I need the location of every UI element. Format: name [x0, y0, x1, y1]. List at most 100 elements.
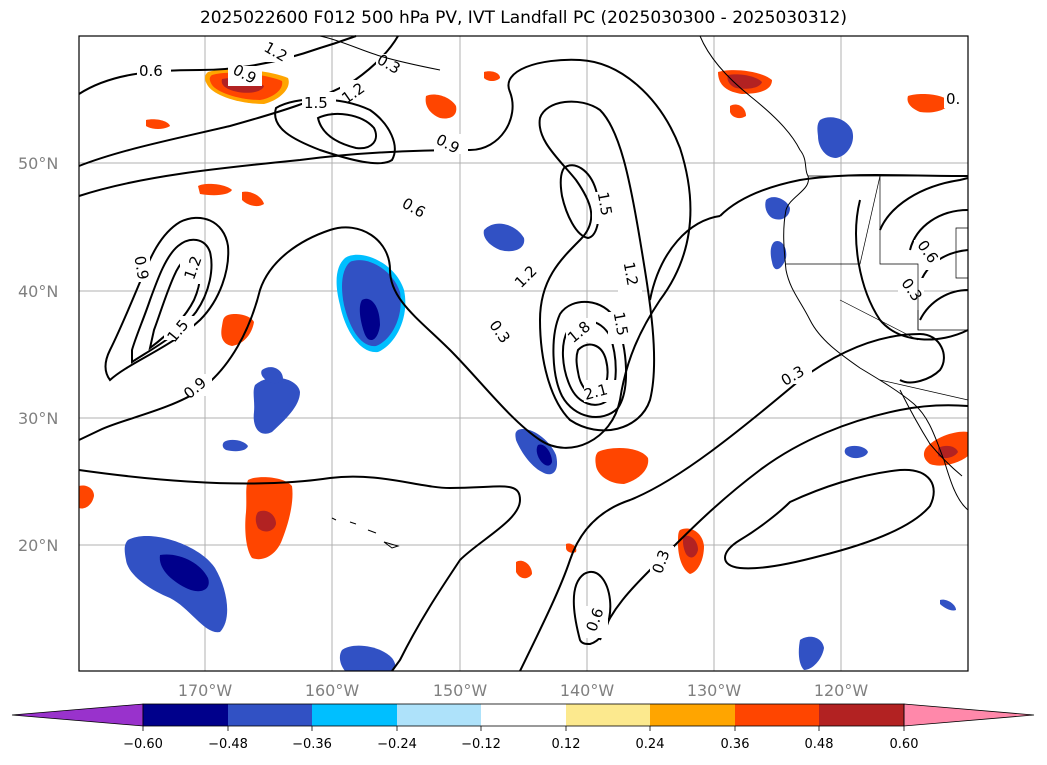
lat-label-50: 50°N: [18, 154, 58, 173]
colorbar-segment: [735, 704, 819, 726]
lon-label-130w: 130°W: [687, 681, 742, 700]
lon-label-160w: 160°W: [305, 681, 360, 700]
contour-label: 0.: [946, 90, 960, 108]
lat-label-40: 40°N: [18, 282, 58, 301]
positive-anomaly-region: [907, 94, 950, 113]
positive-anomaly-region: [242, 191, 264, 207]
negative-anomaly-region: [770, 240, 787, 270]
colorbar-tick-label: 0.48: [805, 737, 834, 752]
negative-anomaly-region: [536, 444, 552, 466]
colorbar-tick-label: 0.24: [636, 737, 665, 752]
positive-anomaly-region: [516, 560, 532, 579]
negative-anomaly-region: [940, 599, 956, 611]
positive-anomaly-region: [221, 314, 254, 346]
colorbar-segment: [228, 704, 312, 726]
contour-line: [855, 199, 969, 341]
colorbar-tick-label: 0.12: [552, 737, 581, 752]
positive-anomaly-region: [198, 183, 232, 196]
positive-anomaly-region: [484, 71, 500, 81]
negative-anomaly-region: [515, 429, 558, 475]
north-america-coastline: [699, 35, 969, 511]
negative-anomaly-region: [844, 445, 868, 459]
lon-label-170w: 170°W: [178, 681, 233, 700]
map-frame: [78, 35, 969, 672]
colorbar-segment: [650, 704, 735, 726]
colorbar-tick-label: −0.60: [123, 737, 163, 752]
contour-line: [78, 469, 522, 672]
contour-line: [572, 571, 612, 646]
contour-line: [559, 164, 600, 240]
contour-line: [599, 404, 969, 641]
contour-line: [519, 332, 945, 672]
state-border: [955, 227, 969, 279]
contour-label: 0.9: [130, 254, 152, 281]
lat-label-20: 20°N: [18, 536, 58, 555]
positive-anomaly-region: [938, 445, 958, 459]
alaska-islands: [319, 35, 441, 71]
colorbar-extend-high: [903, 703, 1035, 727]
pv-contours: [78, 35, 969, 672]
positive-anomaly-region: [727, 74, 762, 89]
colorbar-tick-label: 0.36: [721, 737, 750, 752]
negative-anomaly-region: [483, 223, 525, 252]
lon-label-140w: 140°W: [560, 681, 615, 700]
colorbar-segment: [312, 704, 397, 726]
colorbar-tick-label: −0.24: [377, 737, 417, 752]
latitude-labels: 20°N 30°N 40°N 50°N: [18, 154, 58, 555]
colorbar-segment: [397, 704, 481, 726]
negative-anomaly-region: [817, 117, 854, 158]
negative-anomaly-region: [359, 298, 380, 341]
contour-line: [724, 468, 935, 570]
contour-line: [104, 217, 230, 382]
negative-anomaly-region: [339, 645, 396, 671]
pv-shading: [79, 69, 968, 671]
contour-line: [316, 112, 377, 150]
lon-label-120w: 120°W: [814, 681, 869, 700]
colorbar-segment: [566, 704, 650, 726]
positive-anomaly-region: [146, 119, 170, 129]
negative-anomaly-region: [798, 636, 824, 670]
colorbar-segment: [819, 704, 904, 726]
negative-anomaly-region: [222, 439, 248, 452]
negative-anomaly-region: [253, 377, 300, 434]
colorbar-segment: [481, 704, 566, 726]
colorbar-tick-label: −0.12: [461, 737, 501, 752]
contour-label: 1.2: [620, 260, 642, 287]
colorbar-extend-low: [11, 703, 144, 727]
contour-line: [919, 289, 969, 321]
lat-label-30: 30°N: [18, 409, 58, 428]
contour-label: 0.6: [139, 62, 163, 80]
contour-line: [649, 215, 721, 301]
hawaii-islands: [331, 517, 400, 549]
us-mexico-border: [879, 379, 969, 401]
contour-label: 2.1: [582, 380, 610, 404]
contour-line: [879, 177, 969, 231]
contour-line: [719, 174, 969, 217]
positive-anomaly-region: [730, 104, 746, 119]
contour-label: 1.5: [610, 310, 632, 337]
contour-line: [909, 209, 969, 251]
positive-anomaly-region: [255, 510, 276, 532]
negative-anomaly-region: [261, 367, 283, 384]
colorbar: −0.60 −0.48 −0.36 −0.24 −0.12 0.12 0.24 …: [11, 703, 1035, 752]
positive-anomaly-region: [79, 485, 94, 509]
contour-line: [552, 300, 627, 418]
colorbar-segment: [143, 704, 228, 726]
colorbar-tick-label: −0.36: [292, 737, 332, 752]
state-border: [786, 175, 881, 265]
contour-line: [78, 35, 399, 167]
lon-label-150w: 150°W: [433, 681, 488, 700]
negative-anomaly-region: [124, 536, 228, 633]
negative-anomaly-region: [765, 197, 790, 220]
state-border: [839, 299, 919, 341]
colorbar-tick-label: 0.60: [890, 737, 919, 752]
positive-anomaly-region: [682, 535, 698, 558]
longitude-labels: 170°W 160°W 150°W 140°W 130°W 120°W: [178, 681, 869, 700]
contour-label: 1.5: [304, 94, 328, 112]
state-border: [879, 176, 968, 331]
positive-anomaly-region: [425, 94, 457, 119]
contour-label: 1.5: [594, 190, 616, 217]
negative-anomaly-region: [159, 554, 209, 592]
colorbar-tick-label: −0.48: [208, 737, 248, 752]
